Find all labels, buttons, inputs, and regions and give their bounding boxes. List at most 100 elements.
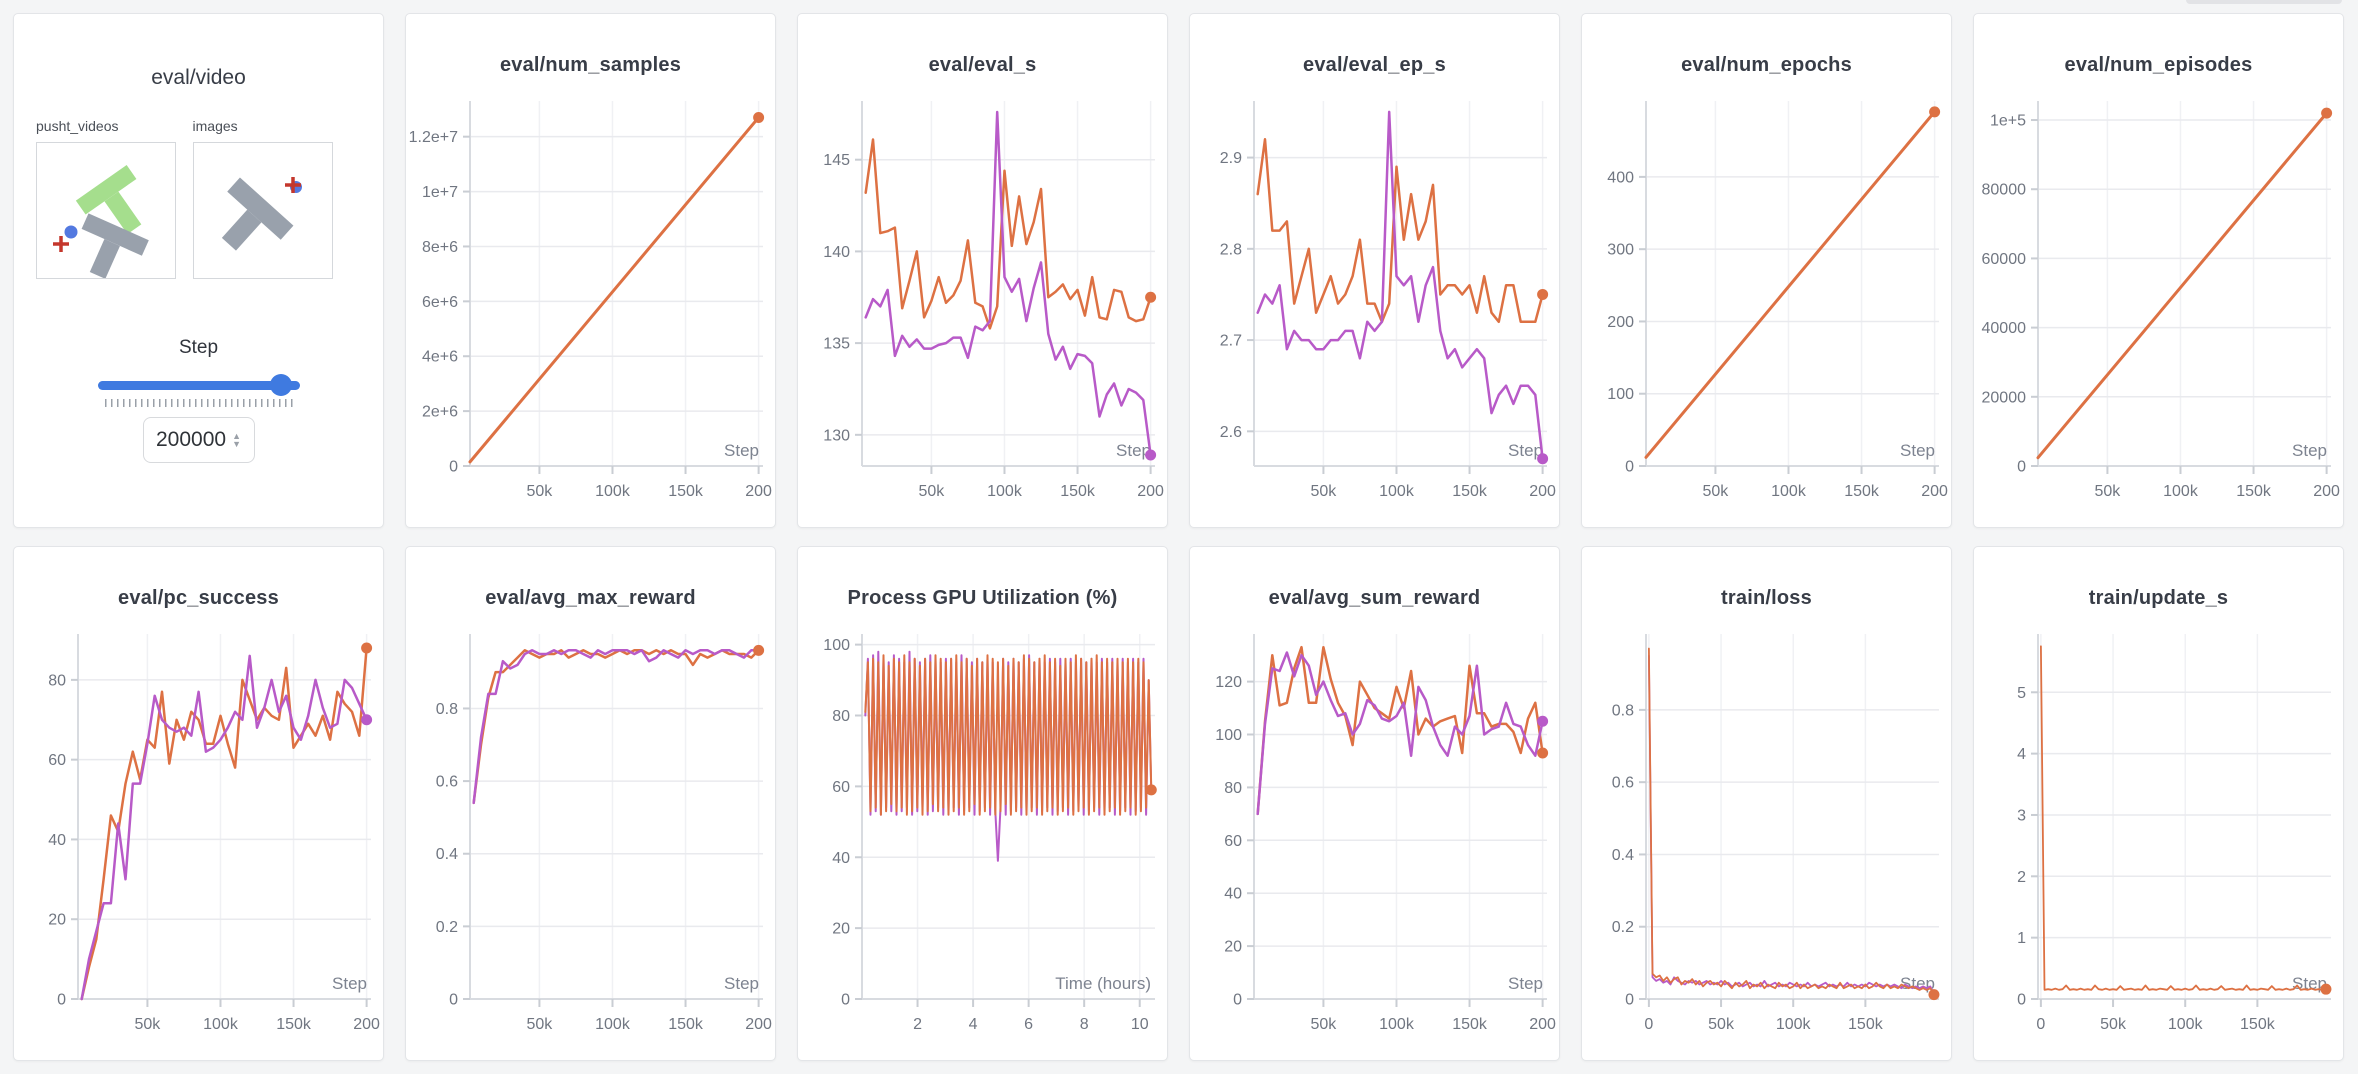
svg-text:150k: 150k [2240,1016,2276,1033]
line-chart-eval-num-epochs[interactable]: 50k 100k 150k 200 0 100 200 300 400 Step [1582,93,1951,518]
panel-train-loss: train/loss 0 50k 100k 150k 0 0.2 0.4 0.6 0.8 Step [1581,546,1952,1061]
chart-title: eval/avg_max_reward [485,587,696,609]
svg-text:0: 0 [1644,1016,1653,1033]
video-key-label: pusht_videos [36,118,119,134]
image-key-label: images [192,118,238,134]
stepper-down-icon[interactable]: ▼ [232,439,241,449]
svg-text:200: 200 [1137,483,1164,500]
svg-text:Step: Step [2292,974,2327,993]
svg-text:100k: 100k [1776,1016,1812,1033]
svg-text:50k: 50k [135,1016,162,1033]
svg-text:200: 200 [1529,483,1556,500]
svg-text:0: 0 [2017,459,2026,476]
svg-text:130: 130 [823,427,850,444]
green-t-shape [75,165,142,235]
svg-text:Step: Step [1900,974,1935,993]
svg-text:4: 4 [2017,746,2026,763]
panel-gpu-utilization: Process GPU Utilization (%) 2 4 6 8 10 0 20 40 6… [797,546,1168,1061]
step-value: 200000 [156,428,227,451]
panel-eval-num-samples: eval/num_samples 50k 100k 150k 200 0 2e+6 4e+6… [405,13,776,528]
images-thumbnail[interactable] [193,142,333,279]
svg-text:100: 100 [1215,727,1242,744]
chart-title: eval/eval_s [928,54,1037,76]
pusht-video-thumbnail[interactable] [36,142,176,279]
line-chart-eval-num-samples[interactable]: 50k 100k 150k 200 0 2e+6 4e+6 6e+6 8e+6 1e+7 1.2e+… [406,93,775,518]
line-chart-eval-avg-max-reward[interactable]: 50k 100k 150k 200 0 0.2 0.4 0.6 0.8 Step [406,626,775,1051]
svg-text:80: 80 [832,708,850,725]
svg-text:100k: 100k [1379,483,1415,500]
svg-text:0.2: 0.2 [1612,919,1634,936]
svg-text:50k: 50k [2100,1016,2127,1033]
svg-text:80000: 80000 [1982,182,2027,199]
svg-text:140: 140 [823,244,850,261]
svg-text:0: 0 [2036,1016,2045,1033]
svg-text:40: 40 [832,850,850,867]
svg-text:20000: 20000 [1982,389,2027,406]
svg-text:200: 200 [1607,314,1634,331]
svg-text:0.6: 0.6 [436,774,458,791]
svg-text:150k: 150k [668,483,704,500]
svg-text:5: 5 [2017,685,2026,702]
panel-eval-num-episodes: eval/num_episodes 50k 100k 150k 200 0 20000 40… [1973,13,2344,528]
svg-text:20: 20 [1224,939,1242,956]
svg-text:2.7: 2.7 [1220,333,1242,350]
partial-panel-edge [2186,0,2342,4]
step-slider-label: Step [178,337,219,358]
chart-title: eval/eval_ep_s [1303,54,1446,76]
svg-text:60000: 60000 [1982,251,2027,268]
svg-text:Step: Step [332,974,367,993]
svg-text:0: 0 [1625,992,1634,1009]
step-slider[interactable] [97,373,300,397]
svg-text:0.8: 0.8 [1612,702,1634,719]
svg-text:Step: Step [1116,441,1151,460]
svg-text:0.2: 0.2 [436,919,458,936]
line-chart-train-loss[interactable]: 0 50k 100k 150k 0 0.2 0.4 0.6 0.8 Step [1582,626,1951,1051]
chart-title: train/update_s [2088,587,2229,609]
panel-train-update-s: train/update_s 0 50k 100k 150k 0 1 2 3 4 5 Step [1973,546,2344,1061]
svg-text:120: 120 [1215,674,1242,691]
svg-text:100k: 100k [1771,483,1807,500]
svg-text:Time (hours): Time (hours) [1055,974,1151,993]
stepper-up-icon[interactable]: ▲ [232,431,241,441]
panel-eval-avg-max-reward: eval/avg_max_reward 50k 100k 150k 200 0 0.2 0.… [405,546,776,1061]
panel-eval-video: eval/video pusht_videos images [13,13,384,528]
line-chart-eval-num-episodes[interactable]: 50k 100k 150k 200 0 20000 40000 60000 80000 1e+5 S… [1974,93,2343,518]
step-value-input[interactable]: 200000 ▲ ▼ [142,417,255,463]
svg-text:50k: 50k [1708,1016,1735,1033]
panel-eval-num-epochs: eval/num_epochs 50k 100k 150k 200 0 100 200 300… [1581,13,1952,528]
svg-text:8: 8 [1080,1016,1089,1033]
svg-text:200: 200 [1921,483,1948,500]
slider-thumb[interactable] [269,374,292,396]
gray-t-shape [81,213,149,279]
svg-text:20: 20 [48,912,66,929]
svg-text:100k: 100k [2168,1016,2204,1033]
svg-text:Step: Step [1508,974,1543,993]
svg-text:80: 80 [1224,780,1242,797]
svg-text:60: 60 [48,752,66,769]
line-chart-eval-avg-sum-reward[interactable]: 50k 100k 150k 200 0 20 40 60 80 100 120 Step [1190,626,1559,1051]
line-chart-eval-eval-s[interactable]: 50k 100k 150k 200 130 135 140 145 Step [798,93,1167,518]
svg-text:Step: Step [724,441,759,460]
svg-text:0.6: 0.6 [1612,775,1634,792]
stepper[interactable]: ▲ ▼ [232,431,241,449]
svg-text:145: 145 [823,152,850,169]
svg-text:3: 3 [2017,807,2026,824]
svg-text:0: 0 [57,992,66,1009]
svg-text:150k: 150k [1060,483,1096,500]
slider-track[interactable] [97,381,300,390]
svg-text:100: 100 [1607,386,1634,403]
svg-text:50k: 50k [2095,483,2122,500]
line-chart-eval-eval-ep-s[interactable]: 50k 100k 150k 200 2.6 2.7 2.8 2.9 Step [1190,93,1559,518]
line-chart-eval-pc-success[interactable]: 50k 100k 150k 200 0 20 40 60 80 Step [14,626,383,1051]
pusht-video-frame [53,165,149,279]
svg-text:50k: 50k [527,483,554,500]
svg-text:0: 0 [1625,459,1634,476]
svg-text:Step: Step [1900,441,1935,460]
svg-text:60: 60 [1224,833,1242,850]
svg-text:1e+5: 1e+5 [1990,113,2026,130]
panel-eval-avg-sum-reward: eval/avg_sum_reward 50k 100k 150k 200 0 20 40 6… [1189,546,1560,1061]
slider-tick-marks [104,399,293,407]
line-chart-train-update-s[interactable]: 0 50k 100k 150k 0 1 2 3 4 5 Step [1974,626,2343,1051]
